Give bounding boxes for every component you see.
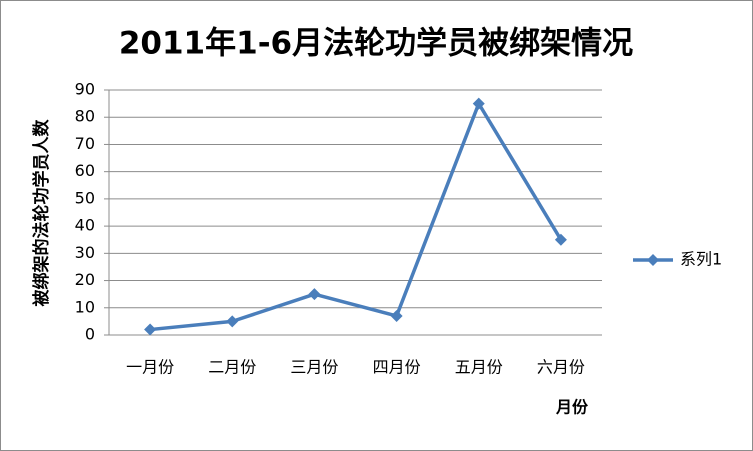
legend-marker: [647, 254, 659, 266]
series-line: [149, 101, 563, 332]
data-point: [390, 309, 403, 322]
x-tick-label: 一月份: [126, 358, 174, 377]
x-axis-label: 月份: [555, 398, 589, 417]
data-point: [554, 233, 567, 246]
chart-title: 2011年1-6月法轮功学员被绑架情况: [119, 26, 633, 62]
data-point: [308, 288, 321, 301]
y-tick-label: 0: [85, 325, 95, 344]
y-tick-label: 10: [75, 297, 95, 316]
y-axis-label: 被绑架的法轮功学员人数: [31, 119, 52, 307]
y-tick-label: 60: [75, 161, 95, 180]
data-point: [472, 97, 485, 110]
y-tick-label: 20: [75, 270, 95, 289]
x-tick-label: 二月份: [208, 358, 256, 377]
legend-label: 系列1: [680, 250, 722, 269]
x-tick-label: 三月份: [290, 358, 338, 377]
y-tick-label: 30: [75, 243, 95, 262]
data-point: [144, 323, 157, 336]
data-point: [226, 315, 239, 328]
x-tick-label: 四月份: [373, 358, 421, 377]
y-tick-label: 90: [75, 80, 95, 99]
x-tick-label: 五月份: [455, 358, 503, 377]
y-tick-label: 80: [75, 107, 95, 126]
y-tick-label: 70: [75, 134, 95, 153]
y-tick-label: 50: [75, 188, 95, 207]
y-tick-label: 40: [75, 216, 95, 235]
x-tick-label: 六月份: [537, 358, 585, 377]
